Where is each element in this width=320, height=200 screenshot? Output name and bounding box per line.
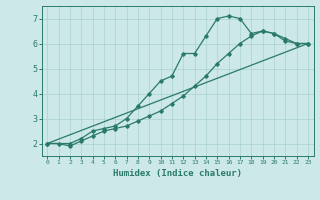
X-axis label: Humidex (Indice chaleur): Humidex (Indice chaleur) [113,169,242,178]
